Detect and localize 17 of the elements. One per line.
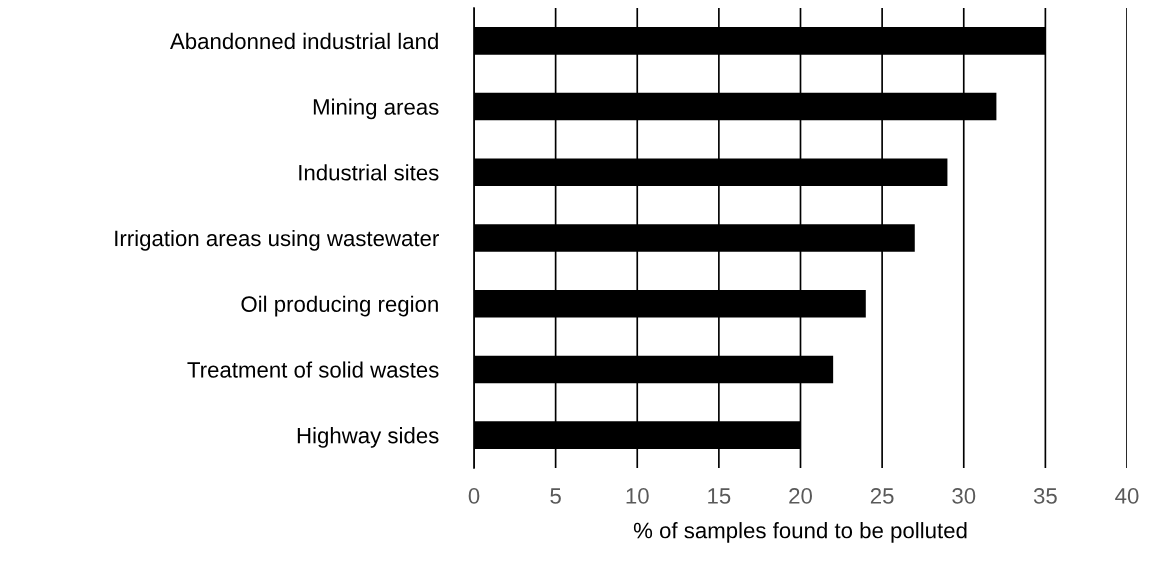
y-tick-label: Treatment of solid wastes — [187, 361, 439, 378]
x-tick-label: 35 — [1033, 488, 1057, 504]
x-axis-title: % of samples found to be polluted — [633, 522, 967, 543]
x-tick-label: 40 — [1115, 488, 1139, 504]
x-tick-label: 15 — [708, 488, 731, 504]
y-tick-label: Irrigation areas using wastewater — [115, 229, 439, 251]
x-tick-label: 0 — [468, 488, 480, 504]
y-tick-label: Mining areas — [313, 98, 439, 120]
x-tick-label: 10 — [626, 488, 649, 504]
y-tick-label: Oil producing region — [241, 295, 438, 317]
y-tick-label: Abandonned industrial land — [170, 32, 438, 50]
y-tick-label: Industrial sites — [299, 164, 439, 181]
x-tick-label: 20 — [789, 488, 812, 504]
x-tick-label: 30 — [952, 488, 976, 504]
x-tick-label: 25 — [870, 488, 894, 504]
y-tick-label: Highway sides — [297, 427, 439, 448]
x-tick-label: 5 — [550, 488, 561, 504]
